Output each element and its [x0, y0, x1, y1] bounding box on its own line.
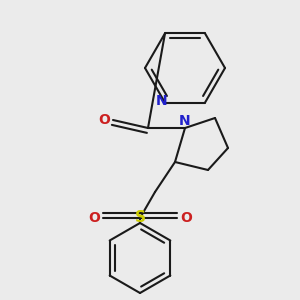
Text: N: N: [179, 114, 191, 128]
Text: S: S: [134, 211, 146, 226]
Text: N: N: [156, 94, 168, 108]
Text: O: O: [98, 113, 110, 127]
Text: O: O: [180, 211, 192, 225]
Text: O: O: [88, 211, 100, 225]
